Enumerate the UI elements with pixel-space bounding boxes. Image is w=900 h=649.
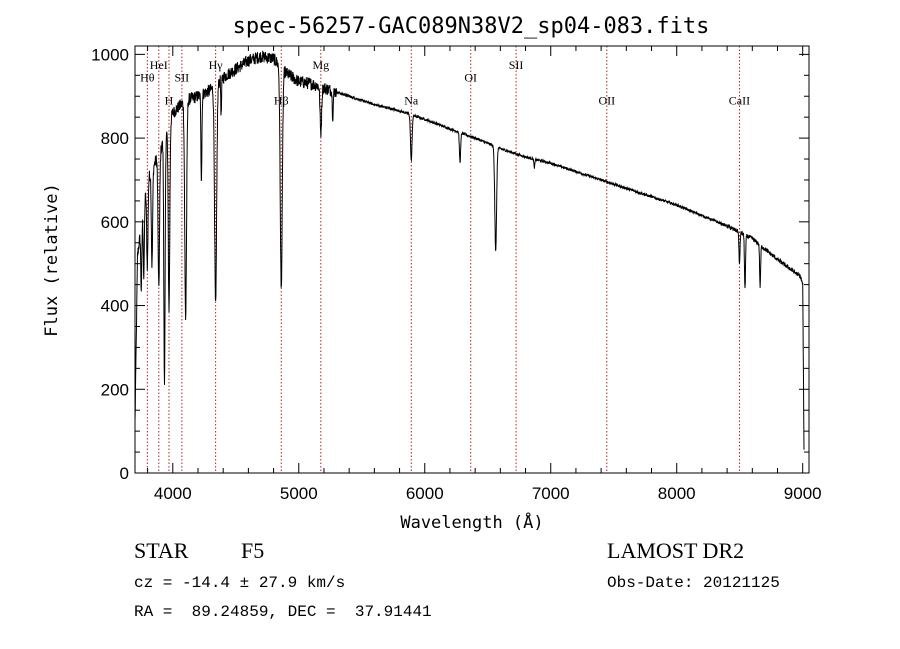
spectral-line-label: HeI [150, 58, 168, 72]
spectral-line-label: H [165, 94, 174, 108]
y-tick-labels: 0 200 400 600 800 1000 [91, 45, 129, 483]
x-tick-labels: 4000 5000 6000 7000 8000 9000 [154, 484, 822, 503]
spectral-line-markers [146, 46, 740, 473]
object-subclass: F5 [241, 538, 265, 563]
redshift-info: cz = -14.4 ± 27.9 km/s [134, 574, 346, 592]
x-tick-label: 7000 [532, 484, 570, 503]
spectral-line-label: Hβ [274, 94, 289, 108]
axis-ticks [135, 46, 809, 474]
spectral-line-label: SII [175, 71, 190, 85]
x-tick-label: 6000 [406, 484, 444, 503]
spectrum-line [134, 50, 805, 450]
spectral-line-label: Na [404, 94, 419, 108]
object-class: STAR [134, 538, 189, 563]
y-tick-label: 0 [120, 464, 129, 483]
x-tick-label: 9000 [784, 484, 822, 503]
spectral-line-label: CaII [729, 94, 750, 108]
spectral-line-label: Hγ [209, 58, 224, 72]
x-tick-label: 4000 [154, 484, 192, 503]
x-axis-label: Wavelength (Å) [400, 511, 543, 533]
chart-title: spec-56257-GAC089N38V2_sp04-083.fits [233, 14, 710, 39]
x-tick-label: 5000 [280, 484, 318, 503]
spectral-line-label: Mg [312, 58, 329, 72]
spectral-line-label: Hθ [140, 71, 155, 85]
coordinates: RA = 89.24859, DEC = 37.91441 [134, 603, 432, 621]
y-tick-label: 600 [101, 213, 129, 232]
survey-name: LAMOST DR2 [607, 538, 745, 563]
y-tick-label: 1000 [91, 45, 129, 64]
y-tick-label: 200 [101, 380, 129, 399]
spectral-line-label: OII [598, 94, 615, 108]
y-axis-label: Flux (relative) [42, 183, 62, 337]
y-tick-label: 800 [101, 129, 129, 148]
observation-date: Obs-Date: 20121125 [607, 574, 780, 592]
plot-frame [134, 45, 810, 474]
y-tick-label: 400 [101, 297, 129, 316]
x-tick-label: 8000 [658, 484, 696, 503]
spectral-line-label: OI [464, 71, 477, 85]
spectral-line-label: SII [509, 58, 524, 72]
